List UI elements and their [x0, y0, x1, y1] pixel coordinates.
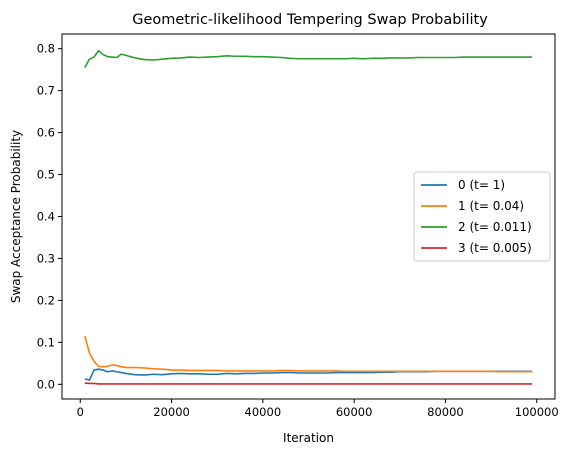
legend-label-1: 1 (t= 0.04): [458, 199, 524, 213]
x-tick-label: 60000: [336, 405, 373, 419]
y-tick-label: 0.5: [37, 168, 55, 182]
y-tick-label: 0.7: [37, 84, 55, 98]
y-tick-label: 0.2: [37, 293, 55, 307]
x-tick-label: 20000: [153, 405, 190, 419]
series-line-1: [84, 335, 533, 373]
x-tick-label: 0: [77, 405, 84, 419]
legend-label-2: 2 (t= 0.011): [458, 220, 532, 234]
y-axis-ticks: 0.0 0.1 0.2 0.3 0.4 0.5 0.6 0.7 0.8: [37, 42, 62, 391]
y-axis-label: Swap Acceptance Probability: [9, 130, 23, 303]
series-line-2: [84, 49, 533, 68]
series-line-3: [84, 382, 533, 385]
legend-box: [413, 171, 551, 262]
x-axis-label: Iteration: [283, 431, 334, 445]
chart-title: Geometric-likelihood Tempering Swap Prob…: [132, 12, 488, 28]
y-tick-label: 0.0: [37, 377, 55, 391]
legend-label-0: 0 (t= 1): [458, 178, 505, 192]
legend: 0 (t= 1) 1 (t= 0.04) 2 (t= 0.011) 3 (t= 0.0…: [413, 171, 551, 262]
x-tick-label: 40000: [245, 405, 282, 419]
y-tick-label: 0.1: [37, 335, 55, 349]
x-tick-label: 80000: [427, 405, 464, 419]
x-tick-label: 100000: [515, 405, 559, 419]
y-tick-label: 0.6: [37, 126, 55, 140]
y-tick-label: 0.3: [37, 251, 55, 265]
y-tick-label: 0.8: [37, 42, 55, 56]
series-lines: [84, 49, 533, 385]
y-tick-label: 0.4: [37, 210, 55, 224]
x-axis-ticks: 0 20000 40000 60000 80000 100000: [77, 399, 559, 419]
legend-label-3: 3 (t= 0.005): [458, 241, 532, 255]
